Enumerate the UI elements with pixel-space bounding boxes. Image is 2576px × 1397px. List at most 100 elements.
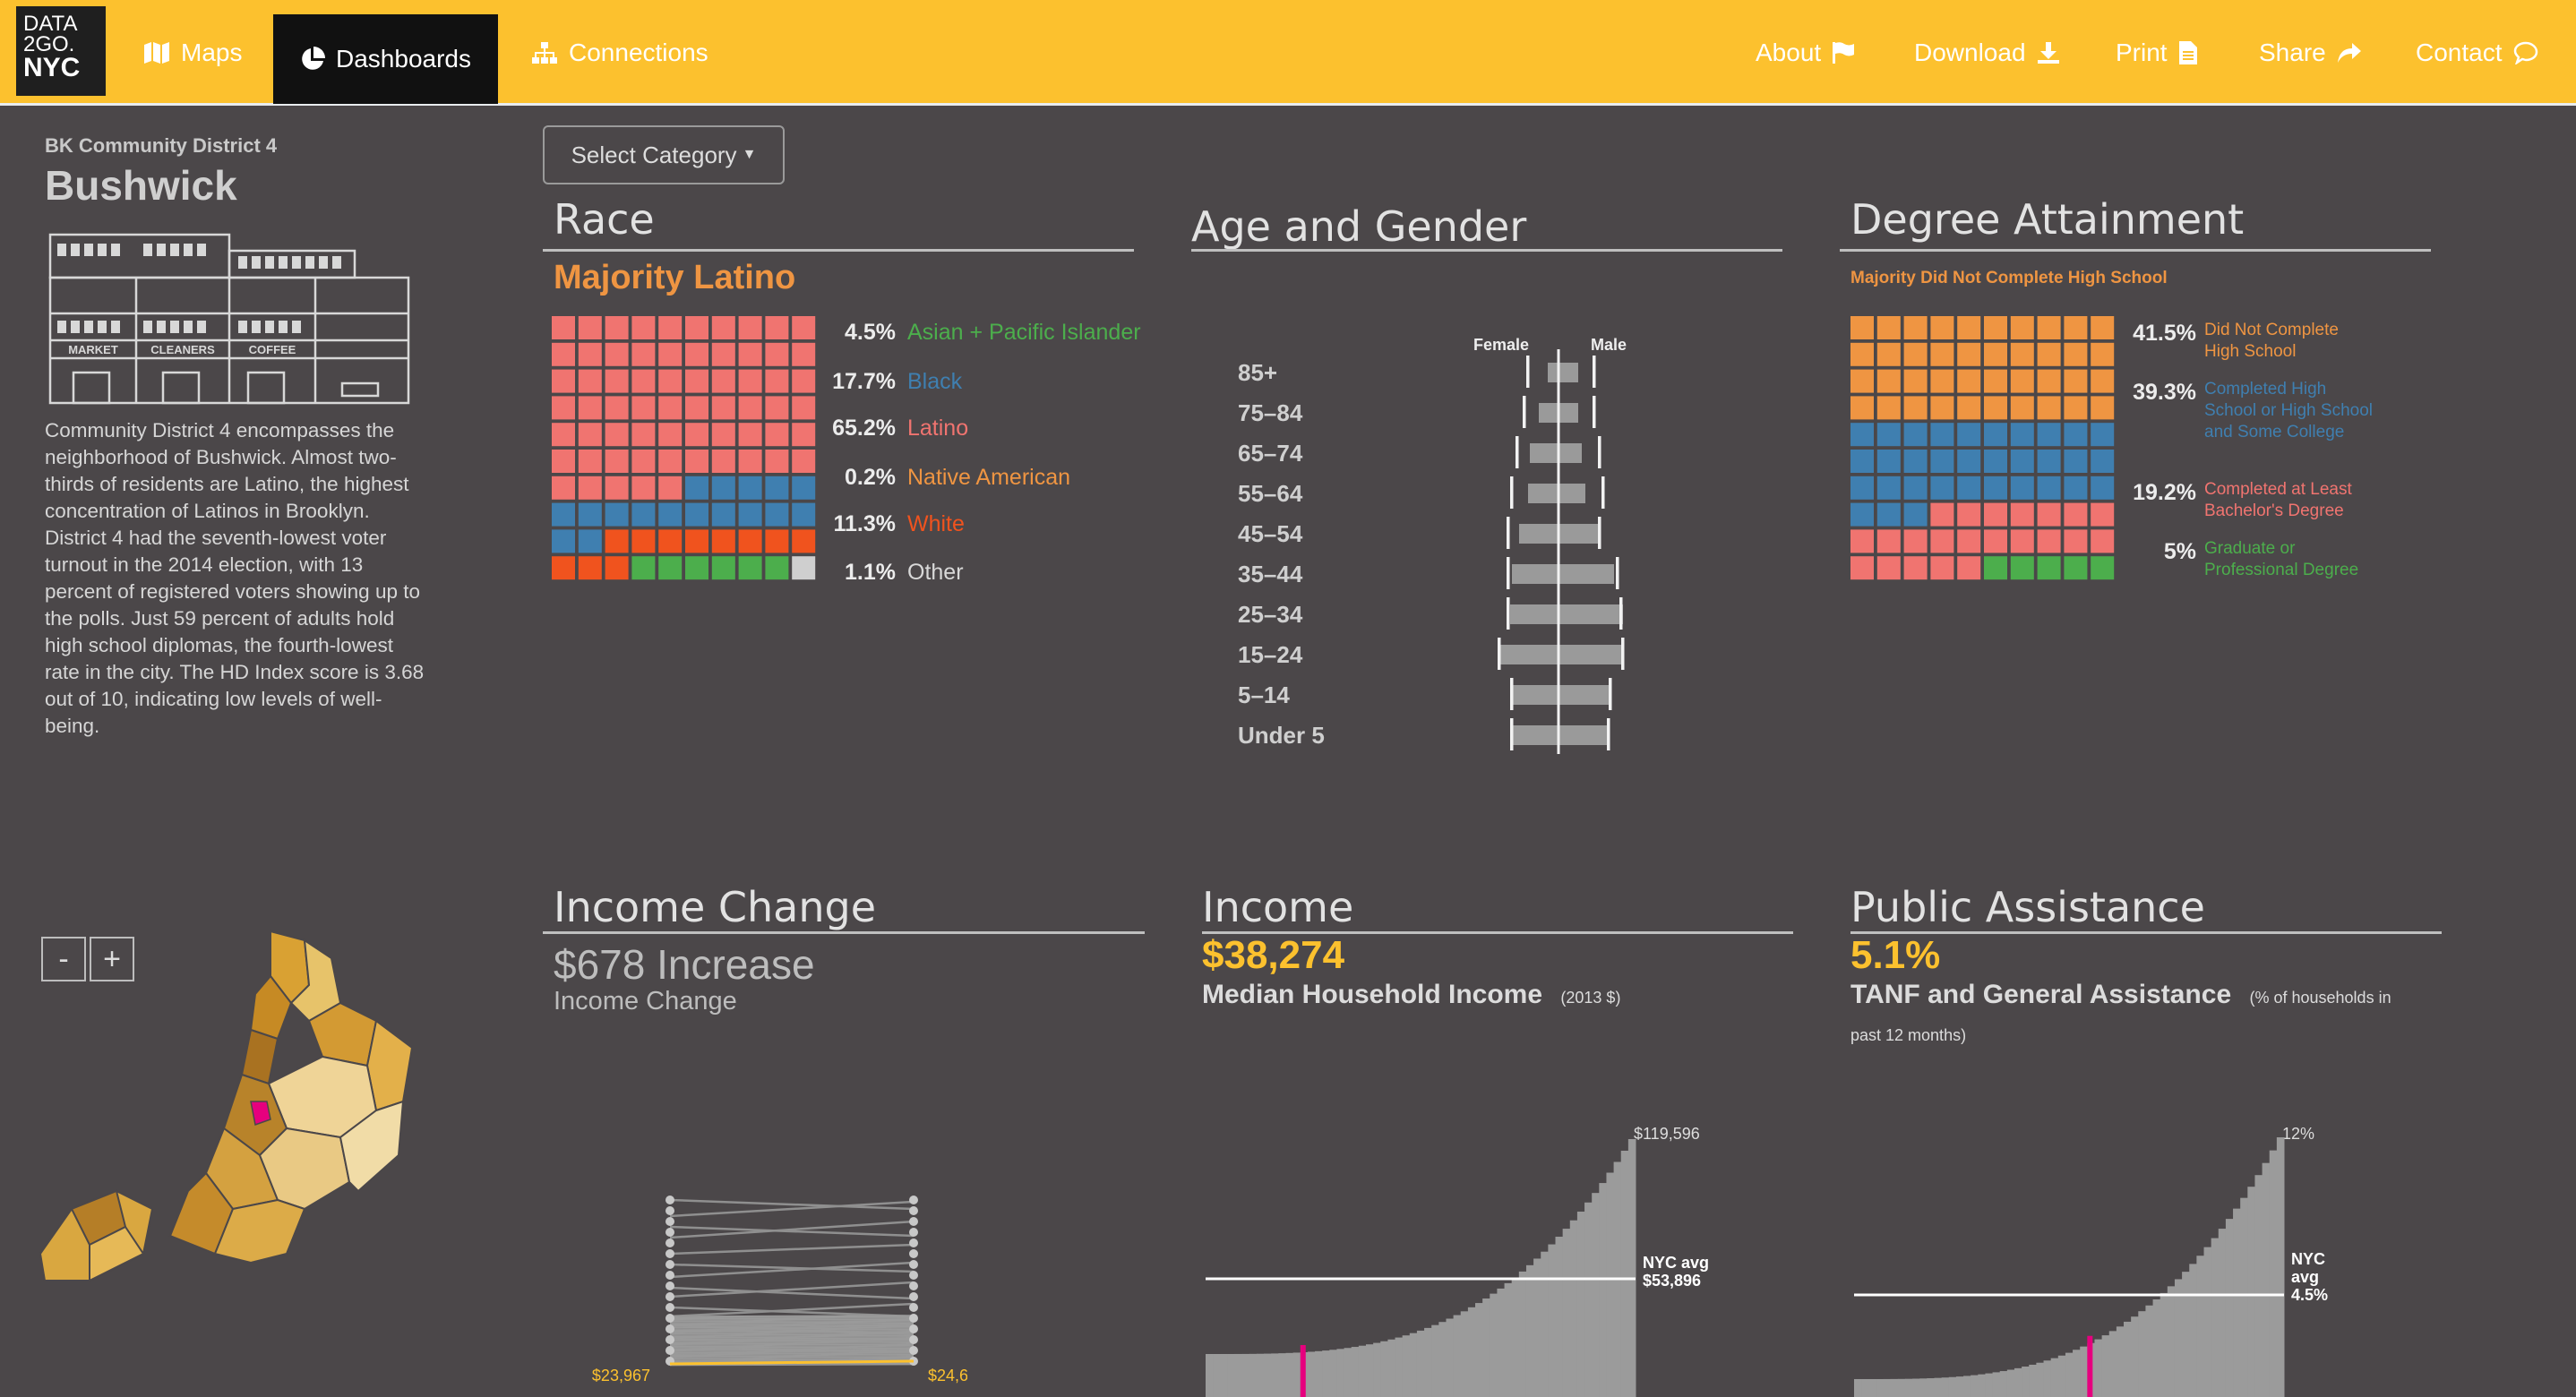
income-district-bar (1358, 1345, 1367, 1397)
flag-icon (1833, 42, 1855, 64)
age-group-label: 45–54 (1238, 520, 1303, 547)
income-change-line (669, 1198, 914, 1211)
income-change-line (669, 1334, 914, 1338)
nav-dashboards[interactable]: Dashboards (273, 14, 498, 104)
data2go-logo[interactable]: DATA 2GO. NYC (16, 6, 106, 96)
race-waffle-cell (711, 502, 735, 527)
race-waffle-cell (658, 476, 683, 500)
nav-download[interactable]: Download (1914, 0, 2060, 106)
age-male-outline-tick (1593, 396, 1596, 428)
age-group-label: 55–64 (1238, 480, 1303, 507)
income-change-line (669, 1243, 914, 1256)
race-waffle-cell (578, 556, 602, 580)
income-district-bar (1504, 1282, 1513, 1397)
income-district-bar (1548, 1244, 1557, 1397)
race-waffle-cell (631, 369, 656, 393)
nyc-district-map[interactable] (36, 922, 421, 1298)
income-district-bar (1460, 1311, 1469, 1397)
nav-connections[interactable]: Connections (531, 0, 708, 106)
race-black-pct: 17.7% (832, 369, 896, 394)
race-waffle-cell (738, 423, 762, 447)
public-assistance-distribution-chart: 12% NYC avg 4.5% (1854, 1125, 2328, 1397)
map-zoom-in-button[interactable]: + (90, 937, 134, 981)
assistance-district-bar (1948, 1376, 1957, 1397)
assistance-district-bar (2189, 1264, 2197, 1397)
nav-print[interactable]: Print (2116, 0, 2198, 106)
degree-waffle-cell (1876, 529, 1901, 553)
race-waffle-cell (552, 342, 575, 366)
race-waffle-cell (552, 556, 575, 580)
assistance-district-bar (1919, 1378, 1928, 1397)
age-group-label: 15–24 (1238, 641, 1303, 668)
income-change-line (669, 1324, 914, 1327)
degree-waffle-cell (1984, 556, 2007, 580)
degree-waffle-cell (2037, 396, 2061, 420)
degree-waffle-cell (1984, 476, 2007, 500)
income-change-line (669, 1261, 914, 1279)
nav-about[interactable]: About (1756, 0, 1855, 106)
degree-waffle-cell (2037, 316, 2061, 339)
nav-contact[interactable]: Contact (2416, 0, 2538, 106)
income-district-bar (1264, 1353, 1272, 1397)
degree-waffle-cell (1876, 502, 1901, 527)
age-male-outline-tick (1601, 476, 1605, 509)
assistance-district-bar (2036, 1362, 2045, 1397)
income-change-line (669, 1347, 914, 1350)
income-change-line (669, 1341, 914, 1344)
assistance-district-bar (2145, 1305, 2154, 1397)
race-waffle-cell (738, 342, 762, 366)
income-change-line (669, 1200, 914, 1218)
degree-waffle-cell (1903, 556, 1928, 580)
assistance-district-bar (2225, 1219, 2234, 1397)
assistance-district-bar (2152, 1299, 2161, 1397)
race-waffle-cell (658, 342, 683, 366)
race-waffle-cell (658, 450, 683, 473)
age-bar (1512, 725, 1609, 745)
income-change-section-title: Income Change (554, 883, 877, 931)
income-distribution-chart: $119,596 NYC avg $53,896 (1206, 1125, 1709, 1397)
nav-maps[interactable]: Maps (143, 0, 242, 106)
race-waffle-cell (685, 396, 708, 420)
race-waffle-cell (605, 476, 629, 500)
race-waffle-cell (605, 556, 629, 580)
race-waffle-cell (552, 369, 575, 393)
race-waffle-cell (792, 476, 816, 500)
degree-waffle-cell (2037, 476, 2061, 500)
income-change-line (669, 1324, 914, 1326)
age-female-outline-tick (1507, 517, 1510, 549)
race-waffle-cell (765, 529, 789, 553)
select-category-dropdown[interactable]: Select Category ▼ (543, 125, 785, 184)
assistance-district-bar (1876, 1378, 1885, 1397)
assistance-district-bar (1897, 1378, 1906, 1397)
degree-waffle-cell (1876, 423, 1901, 447)
assistance-district-bar (2262, 1162, 2271, 1397)
assistance-district-bar (2131, 1316, 2139, 1397)
income-district-bar (1336, 1349, 1345, 1397)
nav-share[interactable]: Share (2259, 0, 2362, 106)
degree-waffle-cell (2037, 529, 2061, 553)
map-icon (144, 42, 169, 64)
race-waffle-cell (658, 316, 683, 339)
assistance-district-bar (2138, 1311, 2146, 1397)
income-change-line (669, 1352, 914, 1355)
degree-waffle-chart (1850, 316, 2115, 580)
assistance-district-bar (2160, 1292, 2168, 1397)
income-district-bar (1416, 1330, 1425, 1397)
income-change-line (669, 1330, 914, 1333)
degree-waffle-cell (2091, 476, 2115, 500)
race-waffle-cell (552, 529, 575, 553)
degree-waffle-cell (1876, 450, 1901, 473)
income-max-label: $119,596 (1634, 1125, 1700, 1143)
race-waffle-chart (552, 316, 816, 580)
degree-waffle-cell (1957, 450, 1981, 473)
income-district-bar (1322, 1350, 1330, 1397)
assistance-district-bar (2167, 1286, 2176, 1397)
income-change-line (669, 1263, 914, 1273)
degree-waffle-cell (1957, 316, 1981, 339)
income-change-point (665, 1271, 674, 1280)
income-district-bar (1620, 1150, 1629, 1397)
degree-waffle-cell (1930, 423, 1954, 447)
map-zoom-out-button[interactable]: - (41, 937, 86, 981)
degree-waffle-cell (1930, 316, 1954, 339)
race-waffle-cell (631, 396, 656, 420)
